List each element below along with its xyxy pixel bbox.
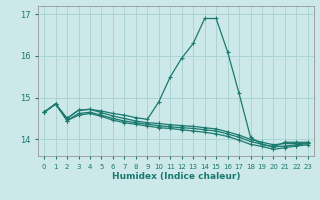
- X-axis label: Humidex (Indice chaleur): Humidex (Indice chaleur): [112, 172, 240, 181]
